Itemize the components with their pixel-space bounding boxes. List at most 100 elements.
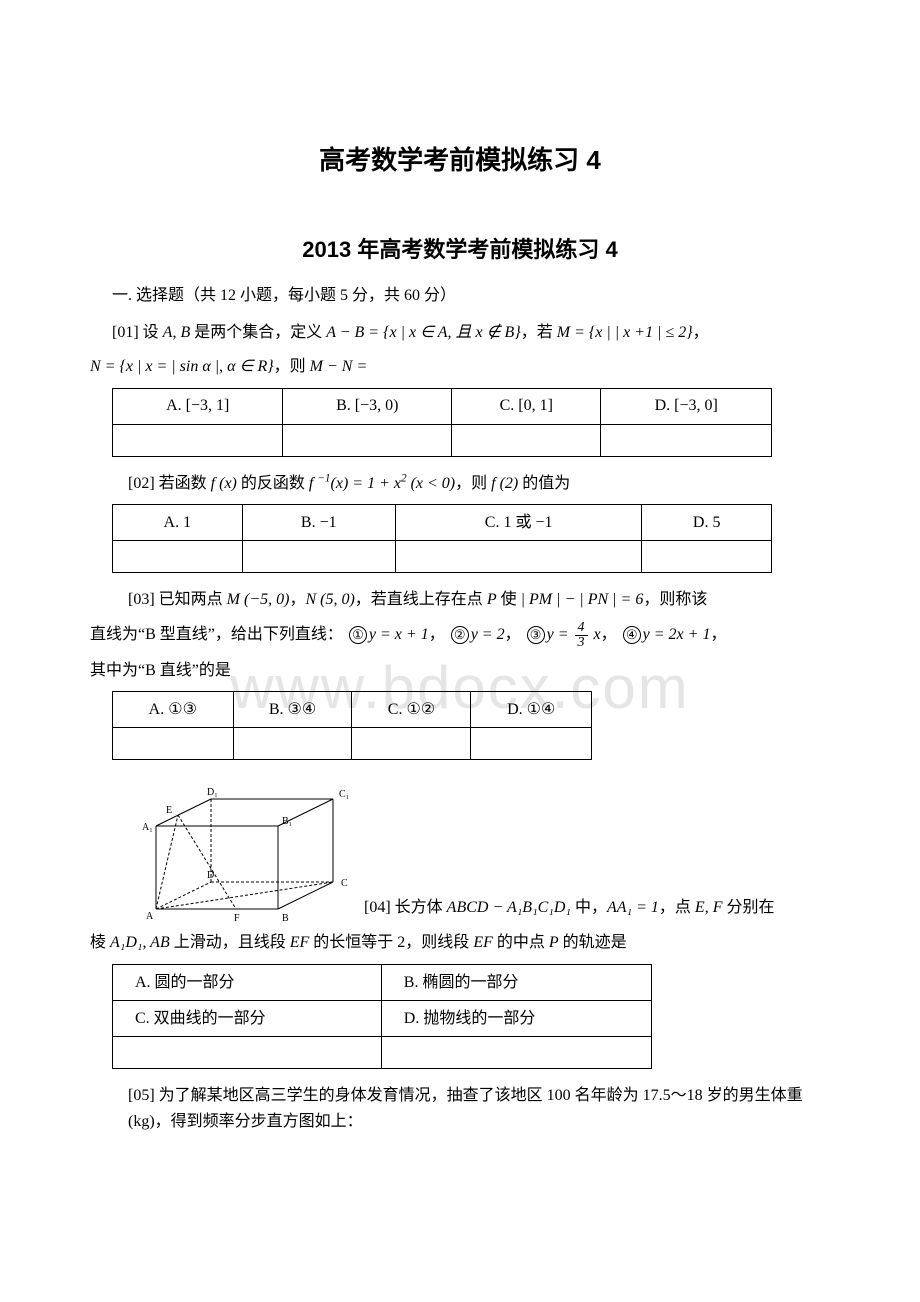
q02-choice-a-val: 1 bbox=[183, 514, 191, 531]
page-subtitle: 2013 年高考数学考前模拟练习 4 bbox=[90, 232, 830, 267]
blank-cell bbox=[395, 541, 641, 573]
q04-aa1: AA₁ = 1 bbox=[607, 899, 659, 916]
blank-cell bbox=[601, 424, 772, 456]
blank-cell bbox=[642, 541, 772, 573]
q03-cond: | PM | − | PN | = 6 bbox=[521, 591, 644, 608]
q03-choice-d: D. ①④ bbox=[471, 692, 592, 728]
q04-solid: ABCD − A₁B₁C₁D₁ bbox=[447, 899, 571, 916]
q04-textb: 中， bbox=[571, 899, 607, 916]
svg-text:B₁: B₁ bbox=[282, 816, 292, 827]
svg-text:E: E bbox=[166, 805, 172, 816]
svg-text:A₁: A₁ bbox=[142, 822, 153, 833]
q04-EF: E, F bbox=[695, 899, 723, 916]
q02-choices-table: A. 1 B. −1 C. 1 或 −1 D. 5 bbox=[112, 504, 772, 573]
q04-P: P bbox=[549, 934, 559, 951]
question-03: [03] 已知两点 M (−5, 0)，N (5, 0)，若直线上存在点 P 使… bbox=[128, 587, 830, 613]
question-04-line2: 棱 A₁D₁, AB 上滑动，且线段 EF 的长恒等于 2，则线段 EF 的中点… bbox=[90, 930, 830, 956]
q03-eq3-num: 4 bbox=[575, 621, 588, 636]
q02-mid1: 的反函数 bbox=[237, 475, 309, 492]
q03-eq3-den: 3 bbox=[575, 636, 588, 650]
circled-2-icon: ② bbox=[451, 626, 469, 644]
q03-M: M (−5, 0) bbox=[227, 591, 290, 608]
q04-textc: ，点 bbox=[659, 899, 695, 916]
question-01-line2: N = {x | x = | sin α |, α ∈ R}，则 M − N = bbox=[90, 354, 830, 380]
q04-choice-a: A. 圆的一部分 bbox=[113, 964, 382, 1000]
q01-expr: M − N = bbox=[310, 358, 368, 375]
q01-choice-b-val: [−3, 0) bbox=[355, 397, 399, 414]
q03-choice-a: A. ①③ bbox=[113, 692, 234, 728]
q03-eq4: y = 2x + 1 bbox=[643, 626, 711, 643]
q03-choice-c-val: ①② bbox=[406, 701, 435, 718]
q03-end2: ， bbox=[710, 626, 726, 643]
svg-text:D: D bbox=[207, 870, 214, 881]
q03-prefix: [03] 已知两点 bbox=[128, 591, 227, 608]
q01-prefix: [01] 设 bbox=[112, 324, 163, 341]
question-04: [04] 长方体 ABCD − A₁B₁C₁D₁ 中，AA₁ = 1，点 E, … bbox=[358, 895, 774, 925]
question-03-line2: 直线为“B 型直线”，给出下列直线： ①y = x + 1， ②y = 2， ③… bbox=[90, 621, 830, 650]
q03-mid: ，若直线上存在点 bbox=[355, 591, 487, 608]
q02-f2: f (2) bbox=[491, 475, 518, 492]
q02-choice-c: C. 1 或 −1 bbox=[395, 505, 641, 541]
question-04-row: ABCDA₁B₁C₁D₁EF [04] 长方体 ABCD − A₁B₁C₁D₁ … bbox=[128, 774, 830, 924]
q04-l2d: 的中点 bbox=[493, 934, 549, 951]
q01-end1: ， bbox=[693, 324, 709, 341]
q03-end1: ，则称该 bbox=[643, 591, 707, 608]
circled-4-icon: ④ bbox=[623, 626, 641, 644]
cuboid-diagram: ABCDA₁B₁C₁D₁EF bbox=[128, 774, 358, 924]
q03-eq3-lhs: y = bbox=[547, 626, 569, 643]
blank-cell bbox=[283, 424, 452, 456]
blank-cell bbox=[352, 728, 471, 760]
q01-choice-c-val: [0, 1] bbox=[518, 397, 553, 414]
q01-choice-a-val: [−3, 1] bbox=[186, 397, 230, 414]
question-03-line3: 其中为“B 直线”的是 bbox=[90, 658, 830, 684]
circled-3-icon: ③ bbox=[527, 626, 545, 644]
q03-choice-b-val: ③④ bbox=[288, 701, 317, 718]
q03-eq2: y = 2 bbox=[471, 626, 505, 643]
q02-choice-c-val: 1 或 −1 bbox=[503, 514, 552, 531]
q04-seg: EF bbox=[290, 934, 310, 951]
q04-l2e: 的轨迹是 bbox=[559, 934, 627, 951]
q03-choice-d-val: ①④ bbox=[527, 701, 556, 718]
q02-choice-a: A. 1 bbox=[113, 505, 243, 541]
q02-finv: f −1(x) = 1 + x2 (x < 0) bbox=[309, 475, 455, 492]
q03-choices-table: A. ①③ B. ③④ C. ①② D. ①④ bbox=[112, 691, 592, 760]
q03-eq3: y = 43 x bbox=[547, 626, 601, 643]
q04-choice-b: B. 椭圆的一部分 bbox=[381, 964, 651, 1000]
q01-mid3: ，则 bbox=[274, 358, 310, 375]
blank-cell bbox=[113, 424, 283, 456]
q01-choice-d: D. [−3, 0] bbox=[601, 388, 772, 424]
q04-textd: 分别在 bbox=[722, 899, 774, 916]
svg-text:D₁: D₁ bbox=[207, 787, 218, 798]
page-title: 高考数学考前模拟练习 4 bbox=[90, 140, 830, 182]
circled-1-icon: ① bbox=[349, 626, 367, 644]
q03-N: N (5, 0) bbox=[305, 591, 354, 608]
blank-cell bbox=[452, 424, 601, 456]
q04-prefix: [04] bbox=[364, 899, 395, 916]
q02-choice-d: D. 5 bbox=[642, 505, 772, 541]
svg-text:F: F bbox=[234, 913, 240, 924]
blank-cell bbox=[381, 1036, 651, 1068]
question-02: [02] 若函数 f (x) 的反函数 f −1(x) = 1 + x2 (x … bbox=[128, 471, 830, 497]
q01-mid1: 是两个集合，定义 bbox=[190, 324, 326, 341]
q04-edges: A₁D₁, AB bbox=[110, 934, 170, 951]
q02-choice-d-val: 5 bbox=[712, 514, 720, 531]
blank-cell bbox=[113, 728, 234, 760]
q01-ab: A, B bbox=[163, 324, 191, 341]
q03-line2a: 直线为“B 型直线”，给出下列直线： bbox=[90, 626, 343, 643]
svg-text:A: A bbox=[146, 911, 154, 922]
q01-choice-c: C. [0, 1] bbox=[452, 388, 601, 424]
q01-choice-a: A. [−3, 1] bbox=[113, 388, 283, 424]
blank-cell bbox=[113, 1036, 382, 1068]
q04-choice-d: D. 抛物线的一部分 bbox=[381, 1000, 651, 1036]
q01-M: M = {x | | x +1 | ≤ 2} bbox=[557, 324, 693, 341]
svg-text:C₁: C₁ bbox=[339, 789, 349, 800]
q04-seg2: EF bbox=[473, 934, 493, 951]
q04-texta: 长方体 bbox=[395, 899, 447, 916]
q02-end: 的值为 bbox=[518, 475, 570, 492]
q01-def: A − B = {x | x ∈ A, 且 x ∉ B} bbox=[326, 324, 521, 341]
q03-c1: ， bbox=[289, 591, 305, 608]
q03-choice-c: C. ①② bbox=[352, 692, 471, 728]
blank-cell bbox=[242, 541, 395, 573]
q01-N: N = {x | x = | sin α |, α ∈ R} bbox=[90, 358, 274, 375]
blank-cell bbox=[471, 728, 592, 760]
